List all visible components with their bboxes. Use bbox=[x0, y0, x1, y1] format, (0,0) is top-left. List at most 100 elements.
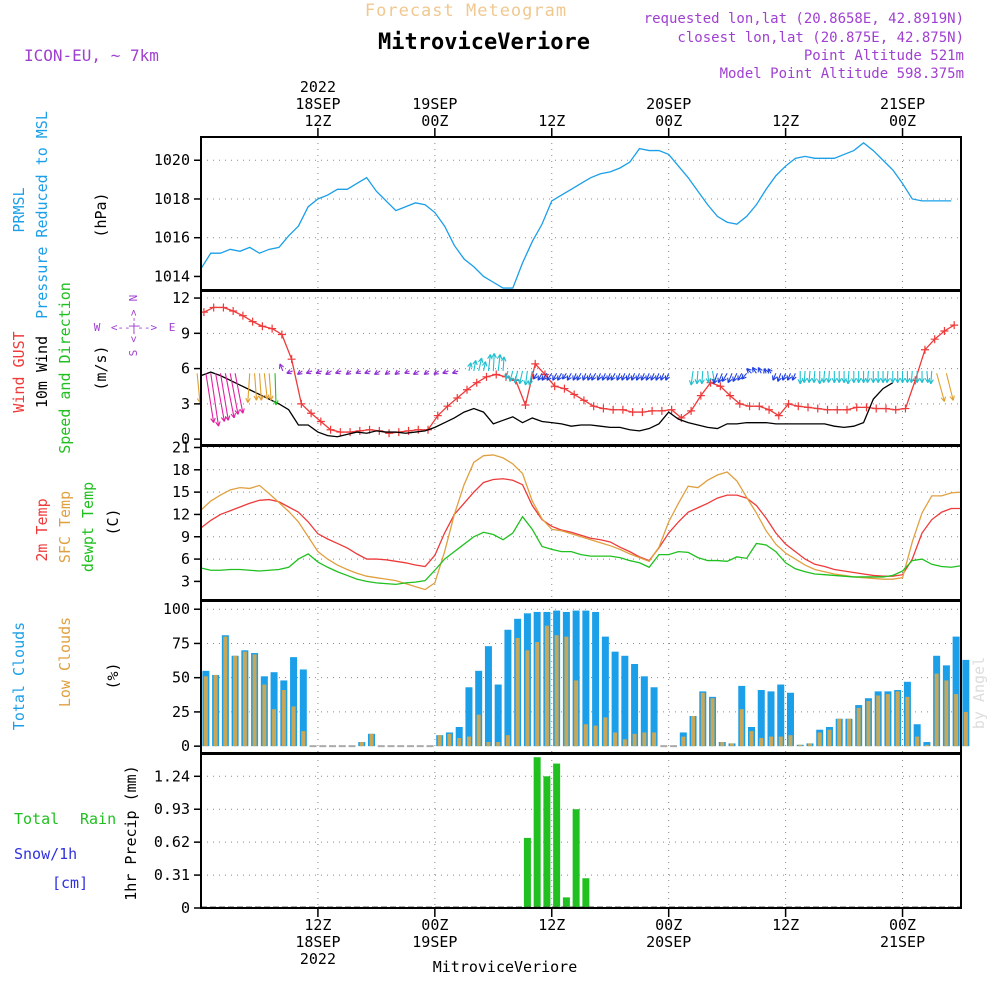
wind-arrow bbox=[645, 373, 651, 381]
total-cloud-bar bbox=[465, 687, 473, 747]
bottom-time-label: 19SEP bbox=[412, 933, 457, 951]
sfc-temp-label: SFC Temp bbox=[56, 491, 74, 563]
gust-marker bbox=[609, 405, 618, 414]
y-tick-label: 0 bbox=[181, 899, 190, 917]
total-cloud-bar bbox=[582, 610, 590, 747]
percent-label: (%) bbox=[104, 662, 122, 689]
low-cloud-bar bbox=[807, 743, 812, 747]
y-tick-label: 0 bbox=[181, 737, 190, 755]
watermark: by Angel bbox=[970, 657, 988, 729]
y-tick-label: 3 bbox=[181, 572, 190, 590]
clouds-labels: Total Clouds Low Clouds (%) bbox=[10, 617, 122, 730]
bottom-location: MitroviceVeriore bbox=[433, 958, 578, 976]
wind-arrow bbox=[527, 370, 533, 386]
precip-panel: 0 0.31 0.62 0.93 1.24 bbox=[154, 753, 962, 917]
gust-marker bbox=[307, 409, 316, 418]
gust-marker bbox=[930, 335, 939, 344]
low-cloud-bar bbox=[213, 674, 218, 747]
gust-marker bbox=[648, 406, 657, 415]
wind-arrow bbox=[851, 370, 857, 383]
wind-arrow bbox=[786, 373, 792, 381]
bottom-time-label: 2022 bbox=[300, 950, 336, 968]
wind-arrow bbox=[481, 361, 488, 372]
dewpt-label: dewpt Temp bbox=[79, 482, 97, 572]
low-cloud-bar bbox=[691, 716, 696, 747]
total-cloud-bar bbox=[504, 629, 512, 747]
wind-arrow bbox=[504, 370, 510, 380]
low-cloud-bar bbox=[769, 736, 773, 747]
precip-unit-label: 1hr Precip (mm) bbox=[122, 765, 140, 900]
low-cloud-bar bbox=[437, 735, 442, 747]
compass-rose: N S W E <--|--> <-|-> bbox=[94, 295, 176, 357]
wind-arrow bbox=[635, 373, 641, 381]
gust-marker bbox=[238, 311, 247, 320]
wind-arrow bbox=[826, 370, 832, 383]
wind-arrow bbox=[335, 369, 342, 375]
wind-arrow bbox=[699, 370, 705, 385]
gust-marker bbox=[765, 405, 774, 414]
low-cloud-bar bbox=[866, 700, 871, 747]
low-cloud-bar bbox=[574, 680, 579, 747]
low-cloud-bar bbox=[759, 737, 764, 747]
wind-arrow bbox=[655, 373, 661, 381]
bottom-time-label: 12Z bbox=[304, 916, 331, 934]
wind-arrow bbox=[928, 370, 934, 385]
wind-arrow bbox=[234, 373, 245, 414]
low-cloud-bar bbox=[895, 691, 900, 747]
gust-marker bbox=[385, 429, 394, 438]
low-cloud-bar bbox=[515, 637, 520, 747]
low-cloud-bar bbox=[281, 690, 286, 747]
gust-marker bbox=[209, 303, 218, 312]
total-cloud-bar bbox=[299, 669, 307, 747]
gust-marker bbox=[453, 393, 462, 402]
wind-arrow bbox=[268, 373, 274, 401]
total-cloud-bar bbox=[494, 684, 502, 747]
pressure-labels: PRMSL Pressure Reduced to MSL (hPa) bbox=[10, 111, 110, 319]
wind-arrow bbox=[831, 370, 838, 383]
wind-arrow bbox=[732, 373, 738, 382]
low-cloud-bar bbox=[632, 733, 637, 747]
low-cloud-bar bbox=[710, 698, 715, 747]
gust-marker bbox=[881, 404, 890, 413]
y-tick-label: 21 bbox=[172, 438, 190, 456]
gust-marker bbox=[872, 404, 881, 413]
wind-arrow bbox=[694, 370, 701, 385]
y-tick-label: 3 bbox=[181, 395, 190, 413]
low-cloud-bar bbox=[944, 680, 949, 747]
wind-arrow bbox=[355, 368, 362, 374]
precip-bar bbox=[553, 763, 561, 908]
total-cloud-bar bbox=[592, 611, 600, 747]
gust-marker bbox=[687, 406, 696, 415]
gust-marker bbox=[852, 403, 861, 412]
wind-arrow bbox=[557, 373, 563, 381]
gust-marker bbox=[599, 404, 608, 413]
bottom-time-label: 18SEP bbox=[295, 933, 340, 951]
gust-marker bbox=[268, 324, 277, 333]
gust-marker bbox=[248, 317, 257, 326]
y-tick-label: 15 bbox=[172, 483, 190, 501]
wind-arrow bbox=[513, 370, 519, 384]
low-cloud-bar bbox=[720, 742, 725, 747]
wind-arrow bbox=[884, 370, 891, 383]
total-cloud-bar bbox=[962, 659, 970, 747]
wind-arrow bbox=[741, 372, 748, 380]
wind-arrow bbox=[451, 369, 459, 375]
wind-arrow bbox=[541, 372, 548, 381]
low-cloud-bar bbox=[223, 636, 228, 747]
precip-bar bbox=[543, 776, 551, 908]
low-cloud-bar bbox=[583, 724, 588, 747]
top-time-label: 00Z bbox=[655, 112, 682, 130]
y-tick-label: 12 bbox=[172, 505, 190, 523]
wind-arrow bbox=[423, 369, 430, 376]
wind-arrow bbox=[500, 356, 507, 371]
top-time-label: 2022 bbox=[300, 78, 336, 96]
compass-arrows-h: <--|--> bbox=[111, 321, 158, 334]
low-cloud-bar bbox=[642, 732, 647, 747]
gust-marker bbox=[833, 405, 842, 414]
bottom-time-label: 12Z bbox=[538, 916, 565, 934]
y-tick-label: 1014 bbox=[154, 267, 190, 285]
cm-label: [cm] bbox=[52, 874, 88, 892]
gust-marker bbox=[745, 402, 754, 411]
